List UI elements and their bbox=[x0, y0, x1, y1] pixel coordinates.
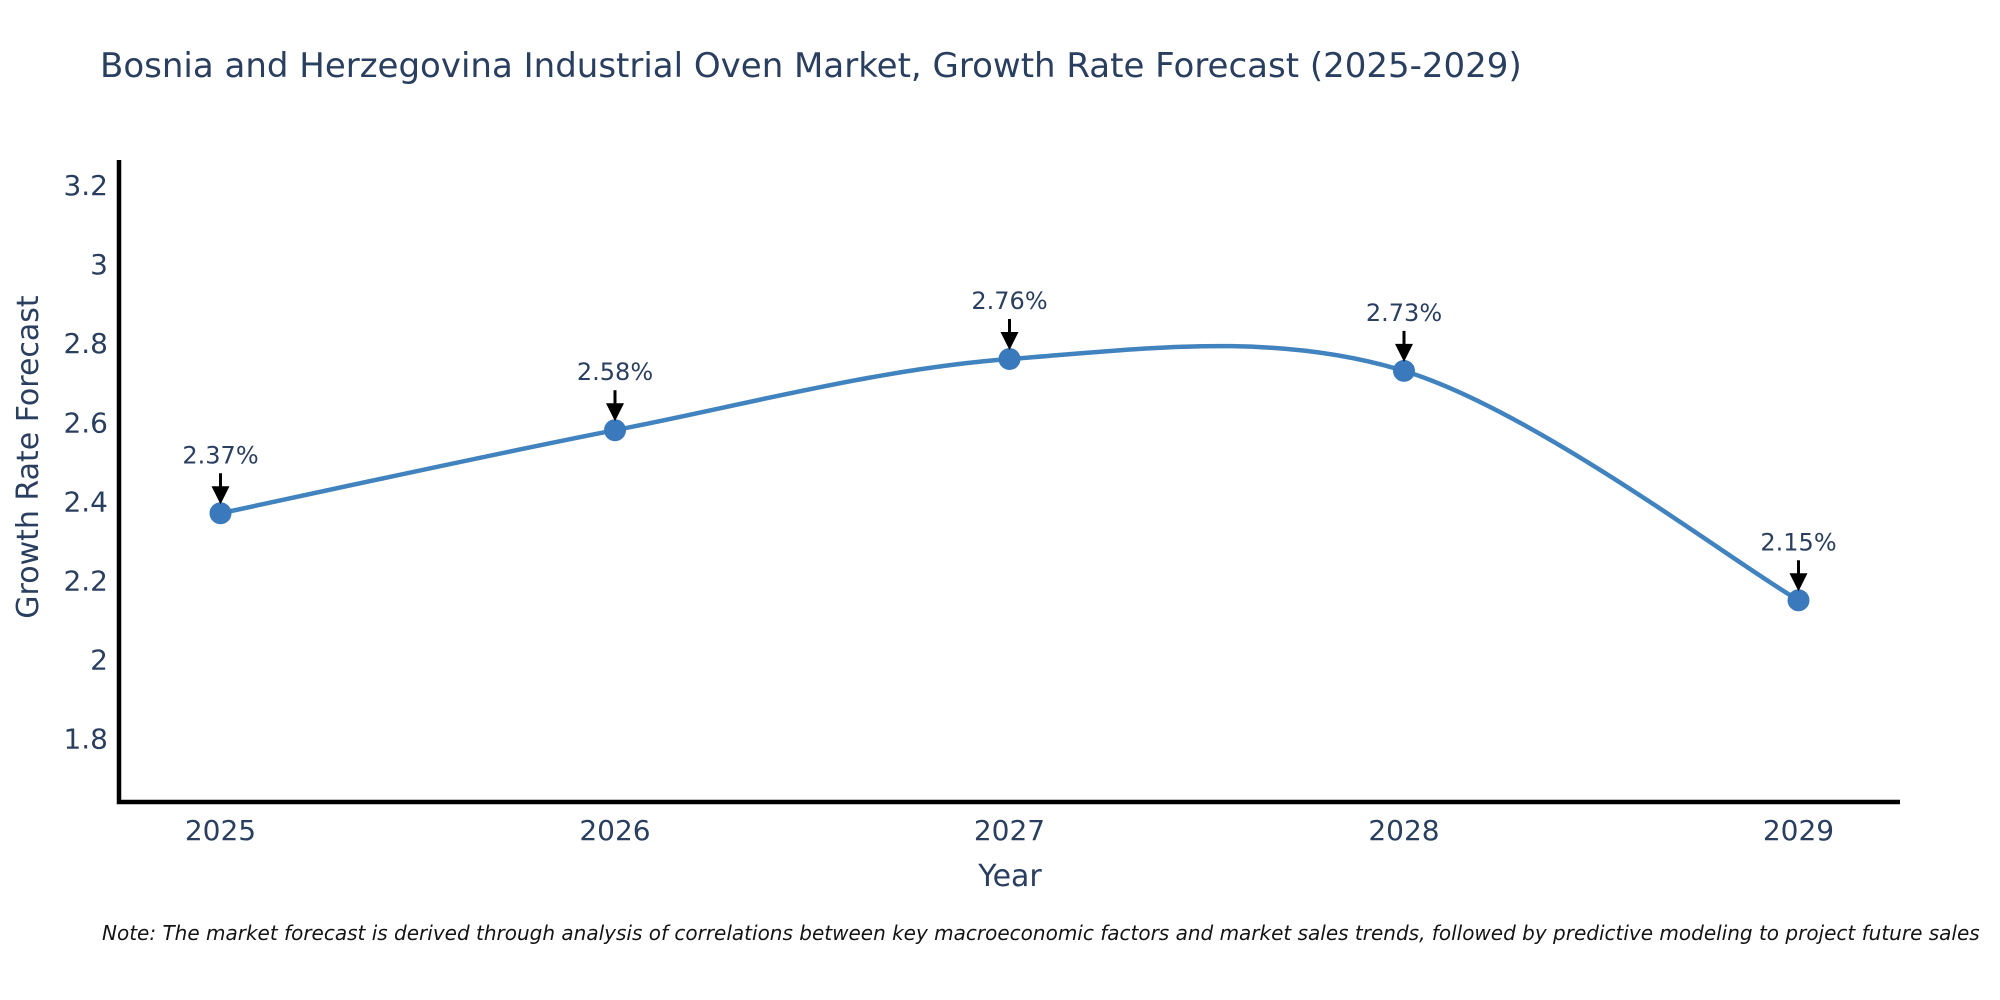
annotation-arrow-head bbox=[211, 486, 230, 505]
chart-title: Bosnia and Herzegovina Industrial Oven M… bbox=[100, 46, 1522, 86]
x-tick-label: 2027 bbox=[974, 814, 1045, 847]
data-point-marker bbox=[998, 348, 1021, 371]
point-annotations: 2.37% 2.58% 2.76% 2.73% 2.15% bbox=[182, 287, 1837, 592]
x-tick-label: 2026 bbox=[579, 814, 650, 847]
data-point-marker bbox=[209, 502, 232, 525]
y-axis-tick-labels: 3.2 3 2.8 2.6 2.4 2.2 2 1.8 bbox=[63, 169, 108, 756]
y-tick-label: 2.4 bbox=[63, 485, 108, 518]
y-tick-label: 2.2 bbox=[63, 565, 108, 598]
axis-spines bbox=[116, 160, 1900, 805]
y-axis-label: Growth Rate Forecast bbox=[11, 295, 46, 619]
point-value-label: 2.37% bbox=[182, 441, 258, 469]
y-tick-label: 3.2 bbox=[63, 169, 108, 202]
annotation-arrow-head bbox=[1789, 573, 1808, 592]
x-axis-label: Year bbox=[977, 859, 1042, 894]
point-value-label: 2.58% bbox=[577, 358, 653, 386]
data-point-marker bbox=[1393, 359, 1415, 382]
forecast-line bbox=[218, 343, 1801, 603]
y-tick-label: 3 bbox=[90, 248, 108, 281]
x-axis-tick-labels: 2025 2026 2027 2028 2029 bbox=[185, 814, 1834, 847]
x-tick-label: 2028 bbox=[1368, 814, 1439, 847]
data-point-marker bbox=[604, 419, 626, 442]
y-tick-label: 1.8 bbox=[63, 723, 108, 756]
y-tick-label: 2 bbox=[90, 644, 108, 677]
x-tick-label: 2029 bbox=[1763, 814, 1834, 847]
annotation-arrow-head bbox=[606, 403, 624, 422]
series-markers bbox=[209, 348, 1810, 612]
annotation-arrow-head bbox=[1395, 343, 1413, 362]
point-value-label: 2.15% bbox=[1760, 528, 1836, 556]
x-tick-label: 2025 bbox=[185, 814, 256, 847]
y-tick-label: 2.6 bbox=[63, 406, 108, 439]
data-point-marker bbox=[1787, 589, 1810, 612]
annotation-arrow-head bbox=[1000, 332, 1019, 351]
point-value-label: 2.76% bbox=[971, 287, 1047, 315]
series-line bbox=[218, 343, 1801, 603]
point-value-label: 2.73% bbox=[1366, 299, 1442, 327]
y-tick-label: 2.8 bbox=[63, 327, 108, 360]
footnote: Note: The market forecast is derived thr… bbox=[102, 921, 1980, 945]
